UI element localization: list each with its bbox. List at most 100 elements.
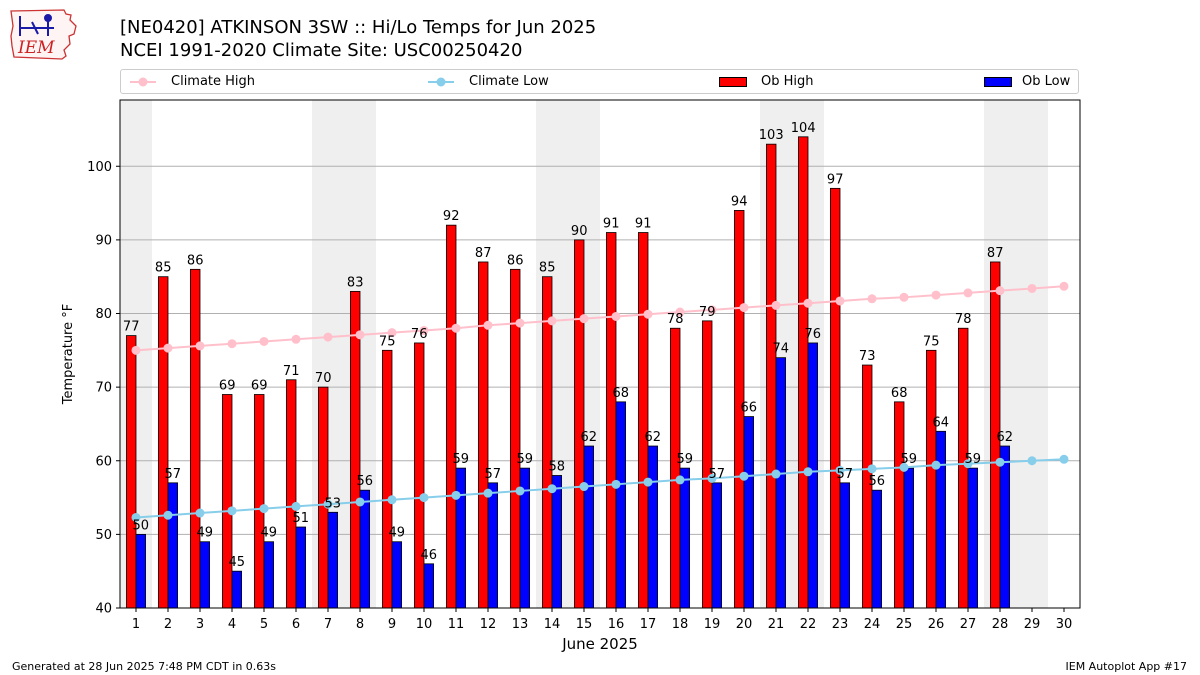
point-climate-high-15 [579,314,589,324]
bar-low-28 [999,445,1011,609]
x-tick-label-15: 15 [576,617,593,632]
bar-high-18 [670,327,681,609]
point-climate-low-4 [227,506,237,516]
label-high-15: 90 [571,224,588,239]
label-high-22: 104 [791,121,816,136]
bar-low-11 [455,467,467,609]
point-climate-low-21 [771,469,781,479]
bar-low-4 [231,570,243,609]
x-tick-label-12: 12 [480,617,497,632]
x-tick-label-1: 1 [132,617,140,632]
label-high-28: 87 [987,246,1004,261]
point-climate-high-7 [323,332,333,342]
bar-low-18 [679,467,691,609]
point-climate-high-13 [515,318,525,328]
label-low-8: 56 [357,474,374,489]
point-climate-high-4 [227,339,237,349]
label-low-7: 53 [325,496,342,511]
x-tick-label-14: 14 [544,617,561,632]
point-climate-high-22 [803,298,813,308]
label-high-11: 92 [443,209,460,224]
label-high-7: 70 [315,371,332,386]
x-axis-label: June 2025 [561,635,638,653]
legend-label-ob-low: Ob Low [1022,74,1071,89]
label-high-23: 97 [827,172,844,187]
x-tick-label-29: 29 [1024,617,1041,632]
legend-label-ob-high: Ob High [761,74,814,89]
point-climate-low-1 [131,512,141,522]
point-climate-high-10 [419,325,429,335]
point-climate-low-10 [419,493,429,503]
label-high-4: 69 [219,378,236,393]
point-climate-high-20 [739,303,749,313]
label-low-22: 76 [805,327,822,342]
point-climate-high-18 [675,307,685,317]
label-low-6: 51 [293,511,310,526]
iem-logo: IEM [10,9,77,60]
iowa-map-outline [10,9,77,60]
bar-low-24 [871,489,883,609]
x-tick-label-8: 8 [356,617,364,632]
label-low-28: 62 [997,430,1014,445]
label-high-18: 78 [667,312,684,327]
point-climate-low-26 [931,460,941,470]
legend-swatch-ob-low [984,76,1012,87]
label-high-17: 91 [635,217,652,232]
label-high-16: 91 [603,217,620,232]
bar-high-16 [606,232,617,609]
label-low-5: 49 [261,526,278,541]
legend-label-climate-low: Climate Low [469,74,549,89]
bar-low-2 [167,482,179,609]
bar-low-25 [903,467,915,609]
line-climate-low [135,458,1065,519]
point-climate-low-3 [195,508,205,518]
x-tick-label-20: 20 [736,617,753,632]
bar-low-12 [487,482,499,609]
point-climate-high-26 [931,290,941,300]
bar-high-26 [926,349,937,609]
label-low-9: 49 [389,526,406,541]
label-low-16: 68 [613,386,630,401]
bar-high-27 [958,327,969,609]
y-tick-label-70: 70 [95,381,112,396]
label-high-20: 94 [731,194,748,209]
label-low-26: 64 [933,415,950,430]
bar-low-10 [423,563,435,609]
point-climate-high-28 [995,286,1005,296]
x-tick-label-11: 11 [448,617,465,632]
point-climate-low-27 [963,459,973,469]
point-climate-low-22 [803,467,813,477]
point-climate-low-30 [1059,454,1069,464]
label-high-6: 71 [283,364,300,379]
label-low-27: 59 [965,452,982,467]
point-climate-high-17 [643,309,653,319]
bar-high-19 [702,320,713,609]
label-low-3: 49 [197,526,214,541]
point-climate-low-12 [483,488,493,498]
bar-low-19 [711,482,723,609]
iem-logo-text: IEM [17,38,55,58]
bar-low-7 [327,511,339,609]
label-high-19: 79 [699,305,716,320]
point-climate-low-28 [995,457,1005,467]
point-climate-low-20 [739,471,749,481]
bar-low-3 [199,541,211,609]
bar-low-26 [935,430,947,609]
bar-high-17 [638,232,649,609]
point-climate-high-23 [835,296,845,306]
x-tick-label-13: 13 [512,617,529,632]
point-climate-high-30 [1059,281,1069,291]
x-tick-label-26: 26 [928,617,945,632]
point-climate-low-14 [547,484,557,494]
bar-low-6 [295,526,307,609]
label-low-25: 59 [901,452,918,467]
point-climate-low-7 [323,499,333,509]
bar-low-15 [583,445,595,609]
bar-low-20 [743,416,755,609]
point-climate-high-12 [483,320,493,330]
point-climate-low-11 [451,490,461,500]
point-climate-high-3 [195,341,205,351]
label-high-1: 77 [123,320,140,335]
y-tick-label-50: 50 [95,528,112,543]
bar-low-8 [359,489,371,609]
